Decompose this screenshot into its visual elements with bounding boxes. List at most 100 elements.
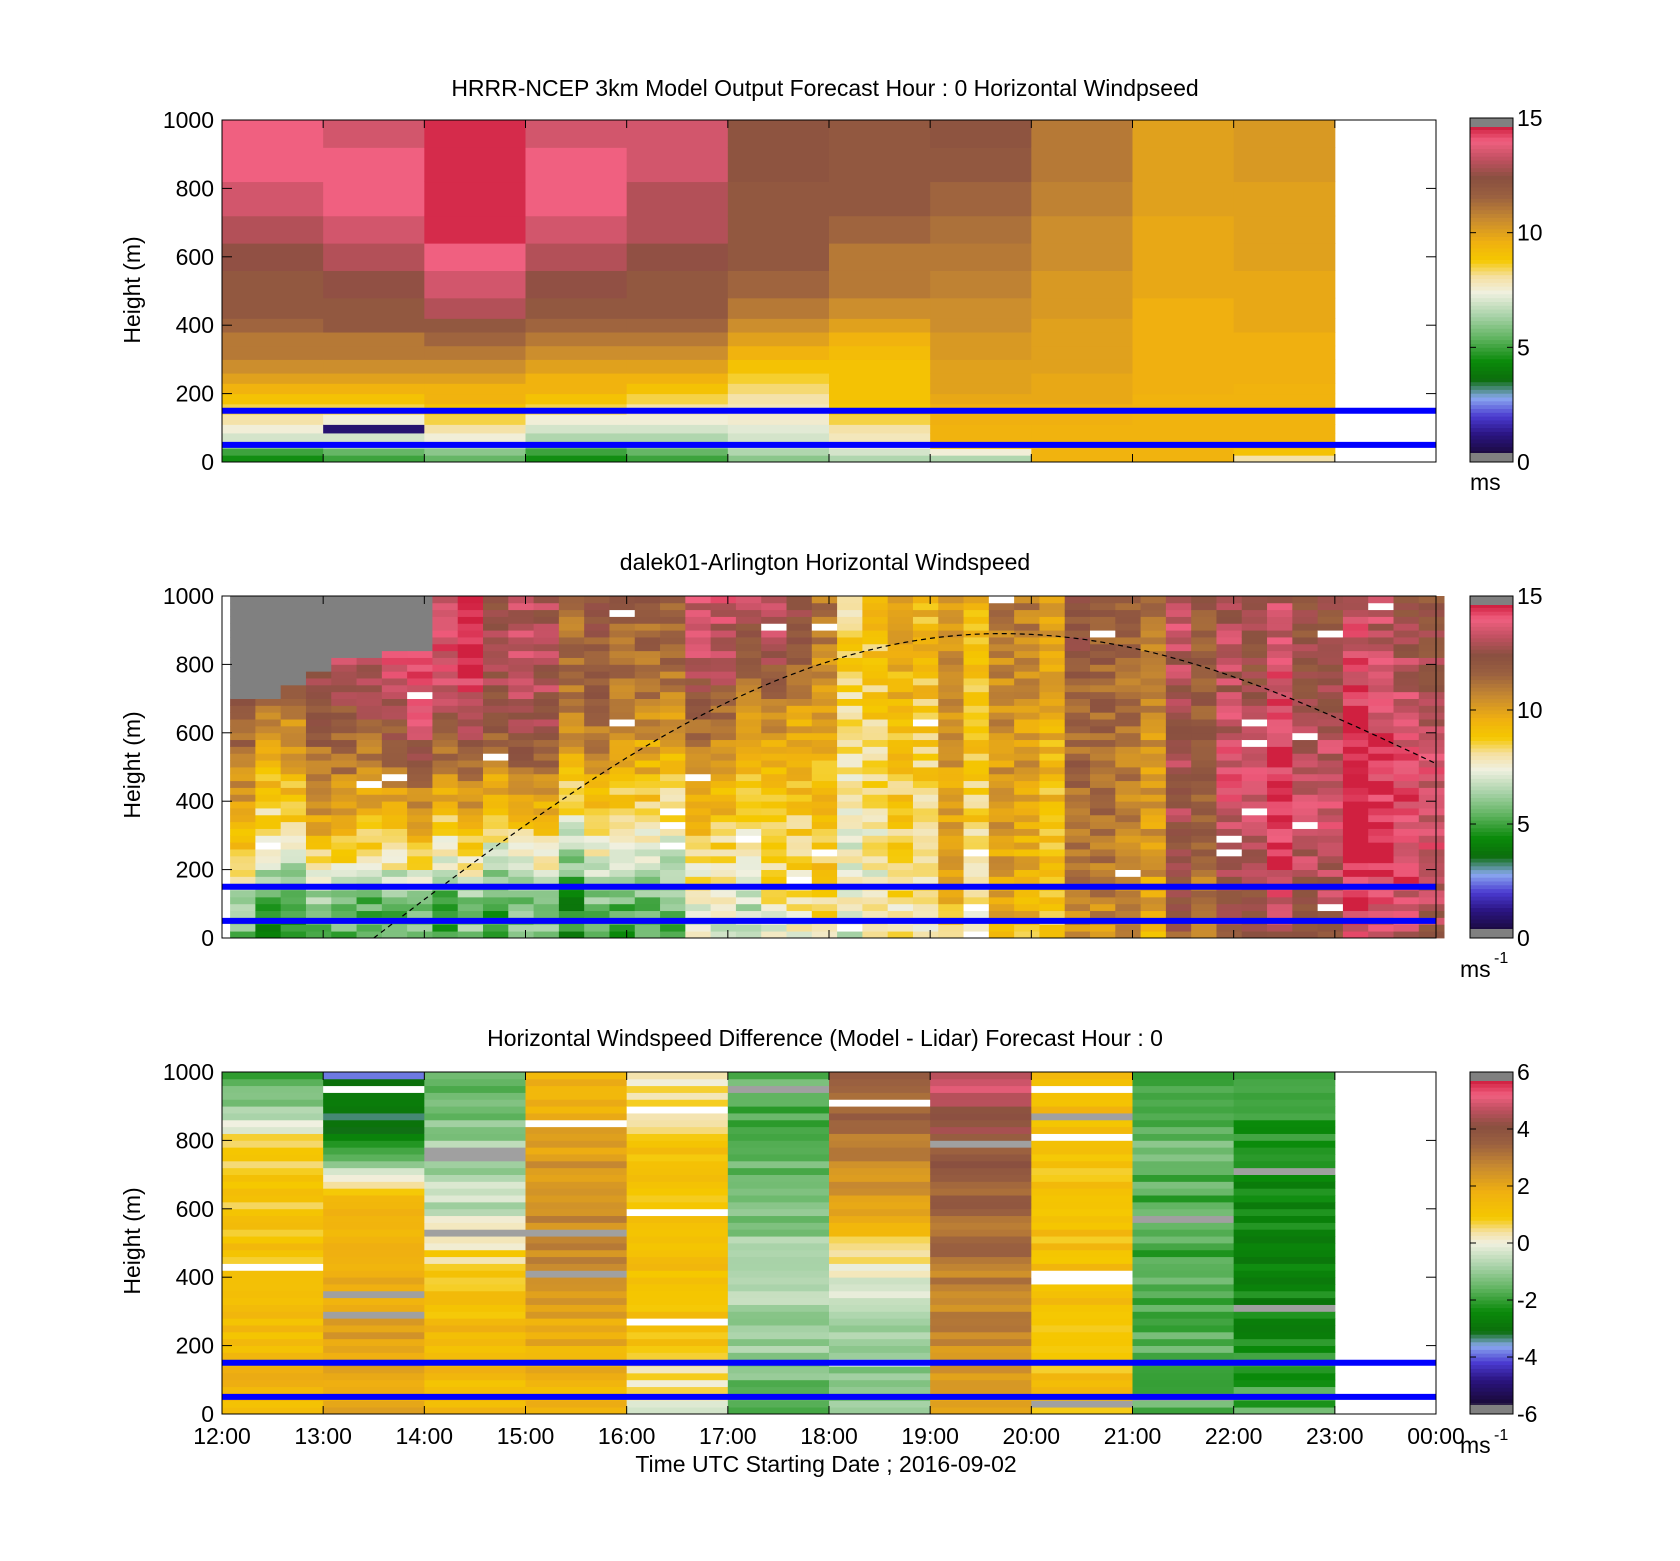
lidar-cell: [483, 835, 509, 843]
model-cell: [525, 181, 628, 217]
difference-cell: [1031, 1085, 1133, 1093]
colorbar-segment: [1470, 324, 1513, 329]
lidar-cell: [988, 876, 1015, 884]
difference-cell: [222, 1277, 324, 1285]
colorbar-segment: [1470, 900, 1513, 905]
difference-cell: [829, 1188, 931, 1196]
lidar-cell: [1165, 924, 1192, 932]
lidar-cell: [811, 732, 838, 741]
model-cell: [626, 373, 729, 384]
lidar-cell: [558, 896, 585, 905]
difference-cell: [727, 1256, 830, 1264]
colorbar-segment: [1470, 228, 1513, 234]
colorbar-segment: [1470, 694, 1513, 700]
lidar-cell: [1317, 780, 1344, 788]
lidar-cell: [558, 835, 585, 843]
lidar-cell: [963, 794, 990, 802]
lidar-cell: [938, 712, 964, 720]
lidar-cell: [1418, 678, 1445, 686]
difference-cell: [829, 1325, 931, 1333]
lidar-cell: [457, 896, 484, 905]
colorbar-segment: [1470, 374, 1513, 379]
lidar-cell: [988, 924, 1015, 932]
model-cell: [829, 393, 931, 405]
lidar-cell: [761, 890, 787, 898]
difference-cell: [930, 1133, 1032, 1141]
model-cell: [1233, 359, 1336, 374]
lidar-cell: [685, 767, 712, 775]
lidar-cell: [381, 746, 408, 754]
lidar-cell: [356, 794, 383, 802]
difference-cell: [1031, 1407, 1133, 1415]
lidar-cell: [811, 657, 838, 665]
lidar-heatmap: [230, 596, 1445, 939]
lidar-cell: [660, 808, 686, 816]
difference-cell: [222, 1140, 324, 1148]
colorbar-segment: [1470, 1079, 1513, 1084]
colorbar-segment: [1470, 1182, 1513, 1187]
lidar-cell: [1317, 753, 1344, 761]
lidar-cell: [963, 814, 990, 823]
lidar-cell: [786, 794, 813, 802]
lidar-cell: [963, 623, 990, 631]
lidar-cell: [988, 725, 1015, 734]
difference-cell: [727, 1113, 830, 1121]
colorbar-segment: [1470, 618, 1513, 624]
lidar-cell: [381, 862, 408, 870]
lidar-cell: [255, 719, 282, 727]
lidar-cell: [660, 739, 686, 747]
lidar-cell: [1418, 821, 1445, 829]
model-cell: [626, 414, 729, 425]
lidar-cell: [230, 924, 256, 932]
lidar-cell: [533, 787, 560, 795]
lidar-cell: [1292, 808, 1319, 816]
lidar-cell: [634, 650, 661, 658]
lidar-cell: [786, 739, 813, 747]
difference-cell: [525, 1167, 628, 1175]
difference-cell: [1031, 1215, 1133, 1223]
y-tick-label: 1000: [163, 583, 214, 609]
y-tick-label: 0: [201, 925, 214, 951]
difference-cell: [1132, 1372, 1235, 1381]
difference-cell: [727, 1195, 830, 1203]
lidar-cell: [1115, 876, 1141, 884]
lidar-cell: [837, 691, 863, 699]
lidar-cell: [660, 869, 686, 877]
lidar-cell: [1292, 903, 1319, 912]
lidar-cell: [381, 760, 408, 768]
lidar-cell: [912, 691, 939, 699]
lidar-cell: [1418, 616, 1445, 624]
model-overlays: [222, 407, 1436, 448]
model-cell: [727, 359, 830, 374]
lidar-cell: [609, 821, 636, 829]
lidar-cell: [761, 719, 787, 727]
lidar-cell: [786, 808, 813, 816]
colorbar-segment: [1470, 615, 1513, 620]
difference-cell: [727, 1400, 830, 1408]
lidar-cell: [255, 725, 282, 734]
lidar-cell: [381, 828, 408, 836]
lidar-cell: [660, 814, 686, 823]
lidar-cell: [811, 924, 838, 932]
model-colorbar-unit: ms: [1470, 469, 1501, 495]
lidar-cell: [761, 684, 787, 693]
lidar-cell: [1216, 596, 1243, 604]
colorbar-segment: [1470, 1284, 1513, 1290]
lidar-cell: [558, 657, 585, 665]
lidar-cell: [609, 835, 636, 843]
colorbar-segment: [1470, 1296, 1513, 1301]
difference-cell: [1132, 1290, 1235, 1299]
model-cell: [626, 432, 729, 442]
lidar-cell: [305, 596, 332, 604]
model-cell: [323, 373, 425, 384]
difference-cell: [829, 1181, 931, 1189]
lidar-cell: [432, 602, 459, 611]
lidar-cell: [1216, 746, 1243, 754]
lidar-cell: [280, 691, 307, 699]
lidar-cell: [558, 760, 585, 768]
lidar-cell: [1216, 616, 1243, 624]
model-cell: [323, 424, 425, 434]
lidar-cell: [912, 890, 939, 898]
model-cell: [1031, 345, 1133, 360]
lidar-cell: [1039, 609, 1066, 617]
